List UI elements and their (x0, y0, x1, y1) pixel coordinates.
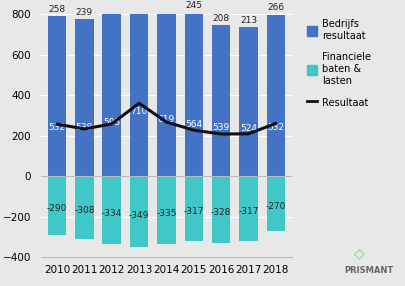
Bar (184, 176, 202, 241)
Text: -335: -335 (156, 209, 176, 218)
Text: -317: -317 (238, 207, 258, 216)
Bar (48, 69, 66, 176)
Bar (184, 13, 202, 62)
Bar (157, 0, 175, 51)
Text: 213: 213 (239, 16, 256, 25)
Bar (266, 15, 284, 69)
Text: -270: -270 (265, 202, 286, 211)
Bar (75, 67, 94, 176)
Bar (266, 176, 284, 231)
Text: 710: 710 (130, 107, 147, 116)
Bar (48, 16, 66, 69)
Bar (102, 3, 121, 56)
Text: -349: -349 (129, 211, 149, 220)
Text: 564: 564 (185, 120, 202, 130)
Text: 524: 524 (239, 124, 256, 133)
Bar (48, 176, 66, 235)
Text: 539: 539 (212, 123, 229, 132)
Bar (184, 62, 202, 176)
Text: -290: -290 (47, 204, 67, 213)
Bar (211, 176, 230, 243)
Bar (75, 176, 94, 239)
Bar (130, 33, 148, 176)
Text: 532: 532 (266, 123, 284, 132)
Text: -308: -308 (74, 206, 94, 215)
Bar (157, 176, 175, 244)
Text: 532: 532 (48, 123, 66, 132)
Bar (239, 176, 257, 241)
Text: PRISMANT: PRISMANT (344, 266, 393, 275)
Bar (102, 176, 121, 244)
Bar (75, 19, 94, 67)
Bar (130, 0, 148, 33)
Text: 619: 619 (158, 116, 175, 124)
Text: 258: 258 (48, 5, 66, 14)
Text: -317: -317 (183, 207, 204, 216)
Text: ◇: ◇ (353, 246, 364, 260)
Bar (211, 25, 230, 67)
Text: 239: 239 (76, 7, 93, 17)
Text: 538: 538 (76, 123, 93, 132)
Text: 266: 266 (266, 3, 284, 12)
Bar (157, 51, 175, 176)
Text: 245: 245 (185, 1, 202, 10)
Text: 208: 208 (212, 14, 229, 23)
Bar (102, 56, 121, 176)
Bar (130, 176, 148, 247)
Text: -334: -334 (101, 209, 122, 218)
Bar (211, 67, 230, 176)
Bar (239, 70, 257, 176)
Legend: Bedrijfs
resultaat, Financiele
baten &
lasten, Resultaat: Bedrijfs resultaat, Financiele baten & l… (307, 19, 370, 108)
Text: -328: -328 (211, 208, 231, 217)
Text: 263: 263 (103, 0, 120, 1)
Bar (266, 69, 284, 176)
Bar (239, 27, 257, 70)
Text: 593: 593 (103, 118, 120, 127)
